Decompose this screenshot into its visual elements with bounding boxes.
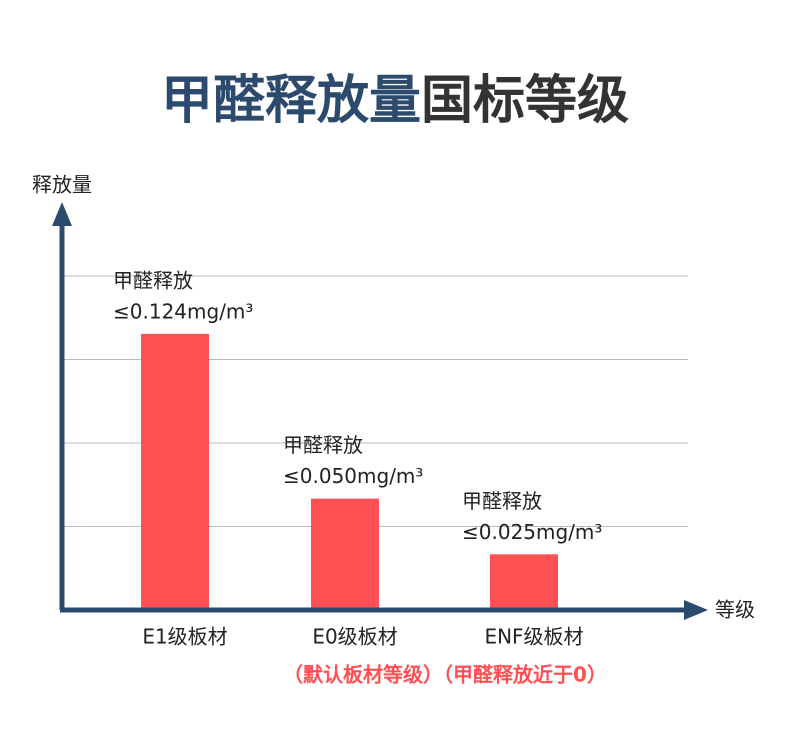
bar: [141, 333, 209, 610]
bar: [311, 498, 379, 610]
title-part: 甲醛释放量: [161, 71, 421, 131]
value-label-title: 甲醛释放: [283, 433, 363, 457]
title-part: 国标等级: [421, 71, 629, 131]
x-tick-label: ENF级板材: [484, 625, 583, 649]
note: （默认板材等级）（甲醛释放近于0）: [283, 663, 607, 687]
bar: [490, 554, 558, 610]
chart-title: 甲醛释放量国标等级: [161, 71, 629, 131]
value-label: ≤0.025mg/m³: [462, 520, 602, 544]
x-tick-label: E1级板材: [142, 625, 227, 649]
y-axis-arrow: [52, 202, 72, 226]
value-label-title: 甲醛释放: [113, 268, 193, 292]
x-axis-label: 等级: [715, 598, 755, 622]
value-label: ≤0.124mg/m³: [113, 299, 253, 323]
x-tick-label: E0级板材: [312, 625, 397, 649]
y-axis-label: 释放量: [32, 173, 92, 197]
x-axis-arrow: [684, 600, 708, 620]
value-label: ≤0.050mg/m³: [283, 464, 423, 488]
value-label-title: 甲醛释放: [462, 489, 542, 513]
